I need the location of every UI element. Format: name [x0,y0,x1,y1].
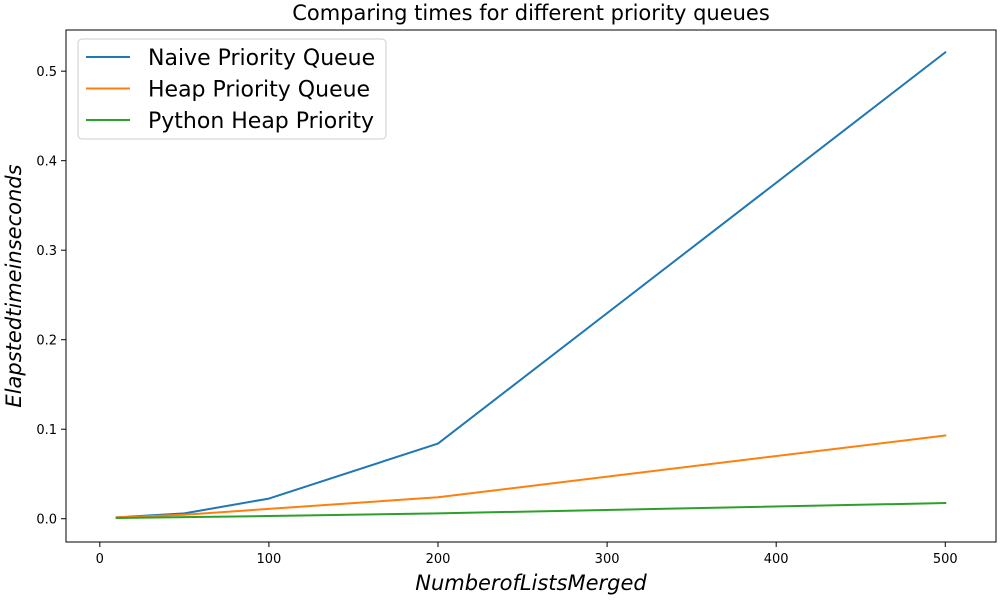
plot-area [115,50,947,520]
axes-frame [65,29,997,543]
x-tick-label: 0 [96,552,104,567]
legend-label-1: Heap Priority Queue [148,78,370,103]
x-tick-label: 200 [426,552,451,567]
y-axis: 0.0 0.1 0.2 0.3 0.4 0.5 [36,65,66,528]
legend-label-2: Python Heap Priority [148,109,374,134]
y-tick-label: 0.0 [36,513,57,528]
legend-label-0: Naive Priority Queue [148,46,375,71]
x-tick-label: 400 [764,552,789,567]
legend: Naive Priority Queue Heap Priority Queue P… [77,38,387,140]
y-axis-label: Elapstedtimeinseconds [2,164,26,407]
x-tick-label: 100 [256,552,281,567]
y-tick-label: 0.1 [36,423,57,438]
y-tick-label: 0.4 [36,155,57,170]
x-axis: 0 100 200 300 400 500 [96,542,958,567]
series-line-1 [115,434,947,519]
series-line-2 [115,502,947,520]
y-tick-label: 0.5 [36,65,57,80]
x-tick-label: 300 [595,552,620,567]
legend-box [77,38,387,140]
x-tick-label: 500 [933,552,958,567]
chart-title: Comparing times for different priority q… [292,1,770,25]
y-tick-label: 0.2 [36,334,57,349]
x-axis-label: NumberofListsMerged [415,571,647,595]
y-tick-label: 0.3 [36,244,57,259]
